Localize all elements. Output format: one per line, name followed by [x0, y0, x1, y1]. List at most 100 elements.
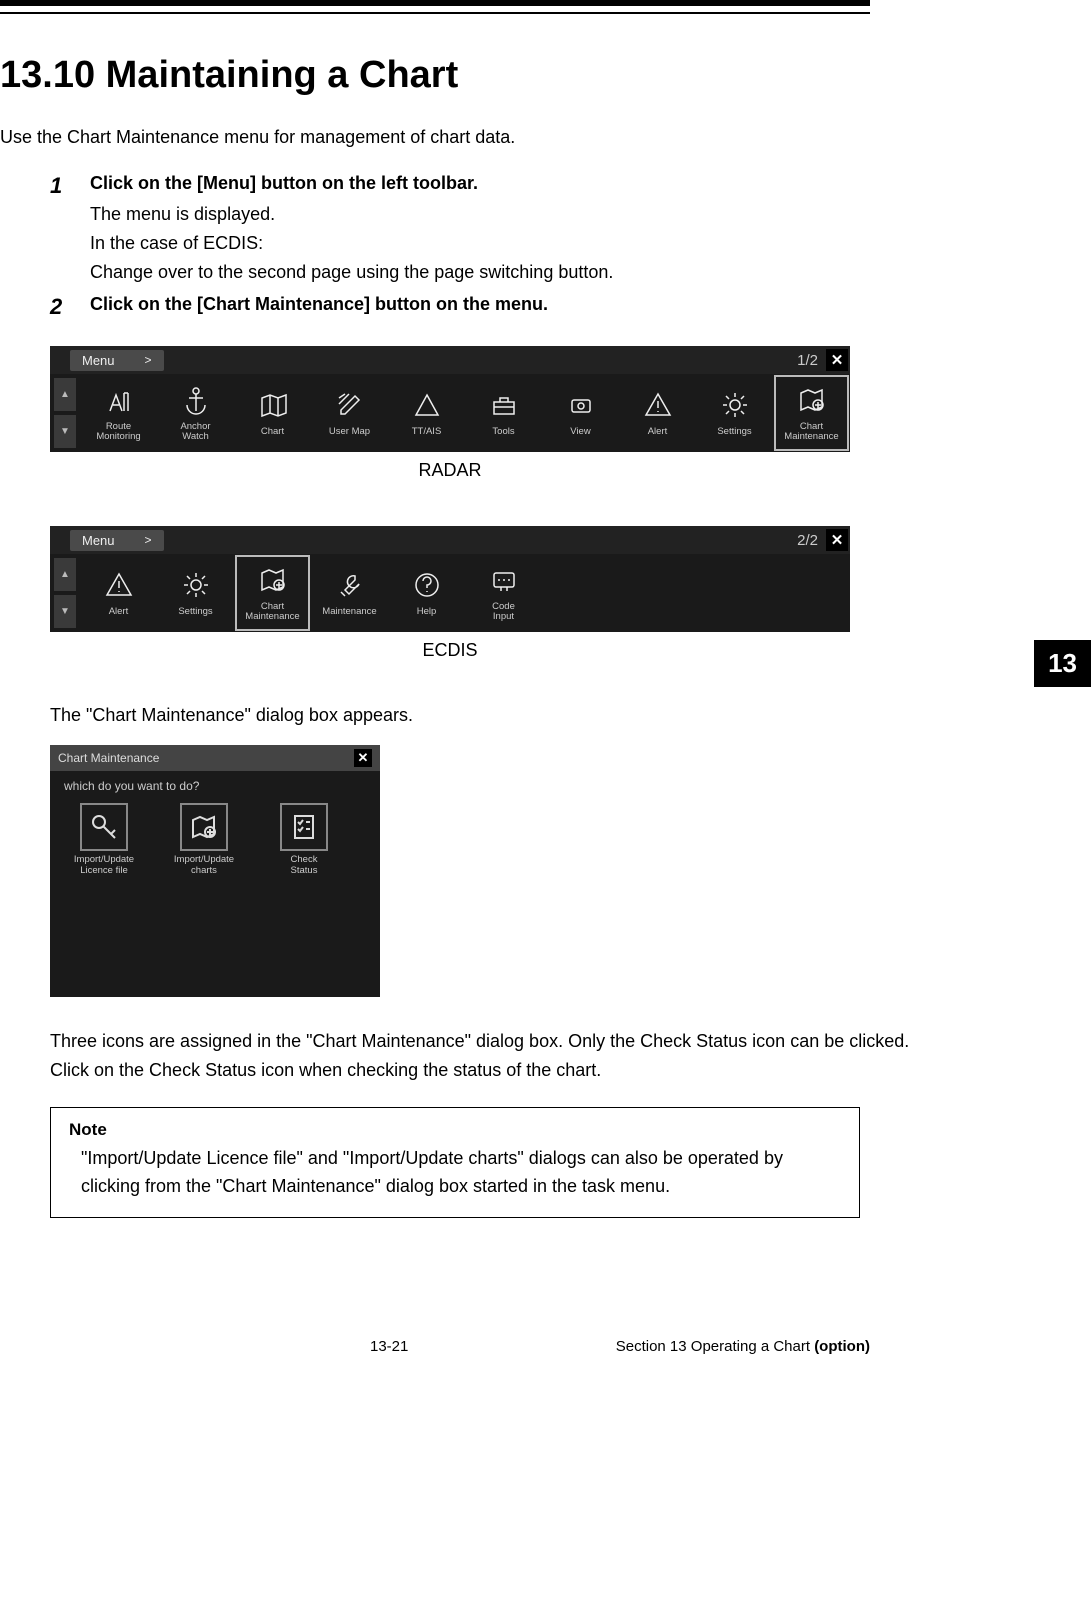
menu-button[interactable]: Menu >	[70, 350, 164, 371]
wrench-icon	[334, 569, 366, 601]
dialog-intro: The "Chart Maintenance" dialog box appea…	[50, 701, 1031, 730]
menu-item-label: TT/AIS	[412, 427, 442, 437]
menu-item-code-input[interactable]: Code Input	[465, 554, 542, 632]
route-icon	[103, 384, 135, 416]
code-icon	[488, 564, 520, 596]
triangle-icon	[411, 389, 443, 421]
key-icon	[80, 803, 128, 851]
menu-item-user-map[interactable]: User Map	[311, 374, 388, 452]
map-icon	[257, 389, 289, 421]
step-number: 2	[50, 294, 90, 321]
menu-button-label: Menu	[82, 533, 115, 548]
menubar-caption: ECDIS	[50, 640, 850, 661]
chartmaint-icon	[180, 803, 228, 851]
alert-icon	[103, 569, 135, 601]
menu-item-alert[interactable]: Alert	[619, 374, 696, 452]
note-box: Note "Import/Update Licence file" and "I…	[50, 1107, 860, 1219]
menu-button[interactable]: Menu >	[70, 530, 164, 551]
chart-maintenance-dialog: Chart Maintenance ✕ which do you want to…	[50, 745, 380, 997]
dialog-option-label: Import/Update charts	[174, 855, 234, 877]
step-text: Change over to the second page using the…	[90, 258, 1031, 287]
menu-item-help[interactable]: Help	[388, 554, 465, 632]
eye-icon	[565, 389, 597, 421]
menu-item-chart-maintenance[interactable]: Chart Maintenance	[234, 554, 311, 632]
page-indicator: 1/2	[797, 352, 826, 369]
gear-icon	[719, 389, 751, 421]
menu-item-chart-maintenance[interactable]: Chart Maintenance	[773, 374, 850, 452]
menu-item-label: Tools	[492, 427, 514, 437]
menu-item-label: Maintenance	[322, 607, 376, 617]
step-title: Click on the [Menu] button on the left t…	[90, 173, 1031, 194]
menu-item-tt-ais[interactable]: TT/AIS	[388, 374, 465, 452]
chevron-right-icon: >	[145, 353, 152, 367]
menu-item-route-monitoring[interactable]: Route Monitoring	[80, 374, 157, 452]
menu-item-label: Settings	[717, 427, 751, 437]
nav-down-icon[interactable]: ▼	[54, 595, 76, 628]
note-body: "Import/Update Licence file" and "Import…	[69, 1144, 841, 1202]
menu-item-label: Anchor Watch	[180, 422, 210, 443]
menu-item-alert[interactable]: Alert	[80, 554, 157, 632]
menu-item-label: View	[570, 427, 590, 437]
step-number: 1	[50, 173, 90, 286]
gear-icon	[180, 569, 212, 601]
menu-item-label: Chart	[261, 427, 284, 437]
dialog-option-check[interactable]: Check Status	[264, 803, 344, 877]
menu-item-view[interactable]: View	[542, 374, 619, 452]
menu-item-label: Alert	[648, 427, 668, 437]
menu-item-label: Chart Maintenance	[245, 602, 299, 623]
pencil-icon	[334, 389, 366, 421]
checklist-icon	[280, 803, 328, 851]
menu-item-label: Settings	[178, 607, 212, 617]
intro-text: Use the Chart Maintenance menu for manag…	[0, 127, 1031, 148]
step-text: In the case of ECDIS:	[90, 229, 1031, 258]
dialog-titlebar: Chart Maintenance ✕	[50, 745, 380, 771]
chartmaint-icon	[257, 564, 289, 596]
menu-item-label: Alert	[109, 607, 129, 617]
header-rule	[0, 0, 870, 14]
nav-up-icon[interactable]: ▲	[54, 558, 76, 591]
menu-item-tools[interactable]: Tools	[465, 374, 542, 452]
menu-item-settings[interactable]: Settings	[696, 374, 773, 452]
dialog-option-label: Import/Update Licence file	[74, 855, 134, 877]
menu-item-label: Help	[417, 607, 437, 617]
step-text: The menu is displayed.	[90, 200, 1031, 229]
body-text: Three icons are assigned in the "Chart M…	[50, 1027, 1031, 1056]
chevron-right-icon: >	[145, 533, 152, 547]
footer-page: 13-21	[370, 1338, 408, 1355]
close-icon[interactable]: ✕	[826, 349, 848, 371]
chapter-tab: 13	[1034, 640, 1091, 687]
menu-item-label: Code Input	[492, 602, 515, 623]
menubar-caption: RADAR	[50, 460, 850, 481]
close-icon[interactable]: ✕	[826, 529, 848, 551]
page-footer: 13-21 Section 13 Operating a Chart (opti…	[0, 1338, 870, 1355]
note-title: Note	[69, 1120, 841, 1140]
dialog-option-charts[interactable]: Import/Update charts	[164, 803, 244, 877]
menu-item-chart[interactable]: Chart	[234, 374, 311, 452]
anchor-icon	[180, 384, 212, 416]
dialog-option-label: Check Status	[291, 855, 318, 877]
menu-item-maintenance[interactable]: Maintenance	[311, 554, 388, 632]
toolbox-icon	[488, 389, 520, 421]
close-icon[interactable]: ✕	[354, 749, 372, 767]
nav-down-icon[interactable]: ▼	[54, 415, 76, 448]
nav-up-icon[interactable]: ▲	[54, 378, 76, 411]
menu-item-label: User Map	[329, 427, 370, 437]
footer-section: Section 13 Operating a Chart (option)	[616, 1338, 870, 1355]
chartmaint-icon	[796, 384, 828, 416]
step-title: Click on the [Chart Maintenance] button …	[90, 294, 1031, 315]
menu-screenshot: Menu > 1/2 ✕ ▲ ▼ Route Monitoring Anchor…	[50, 346, 850, 452]
body-text: Click on the Check Status icon when chec…	[50, 1056, 1031, 1085]
menu-item-anchor-watch[interactable]: Anchor Watch	[157, 374, 234, 452]
menu-item-label: Chart Maintenance	[784, 422, 838, 443]
menu-item-label: Route Monitoring	[96, 422, 140, 443]
page-title: 13.10 Maintaining a Chart	[0, 54, 1031, 97]
alert-icon	[642, 389, 674, 421]
dialog-option-licence[interactable]: Import/Update Licence file	[64, 803, 144, 877]
menu-screenshot: Menu > 2/2 ✕ ▲ ▼ Alert Settings Chart Ma…	[50, 526, 850, 632]
page-indicator: 2/2	[797, 532, 826, 549]
dialog-question: which do you want to do?	[50, 771, 380, 799]
menu-button-label: Menu	[82, 353, 115, 368]
dialog-title-text: Chart Maintenance	[58, 751, 159, 765]
menu-item-settings[interactable]: Settings	[157, 554, 234, 632]
help-icon	[411, 569, 443, 601]
